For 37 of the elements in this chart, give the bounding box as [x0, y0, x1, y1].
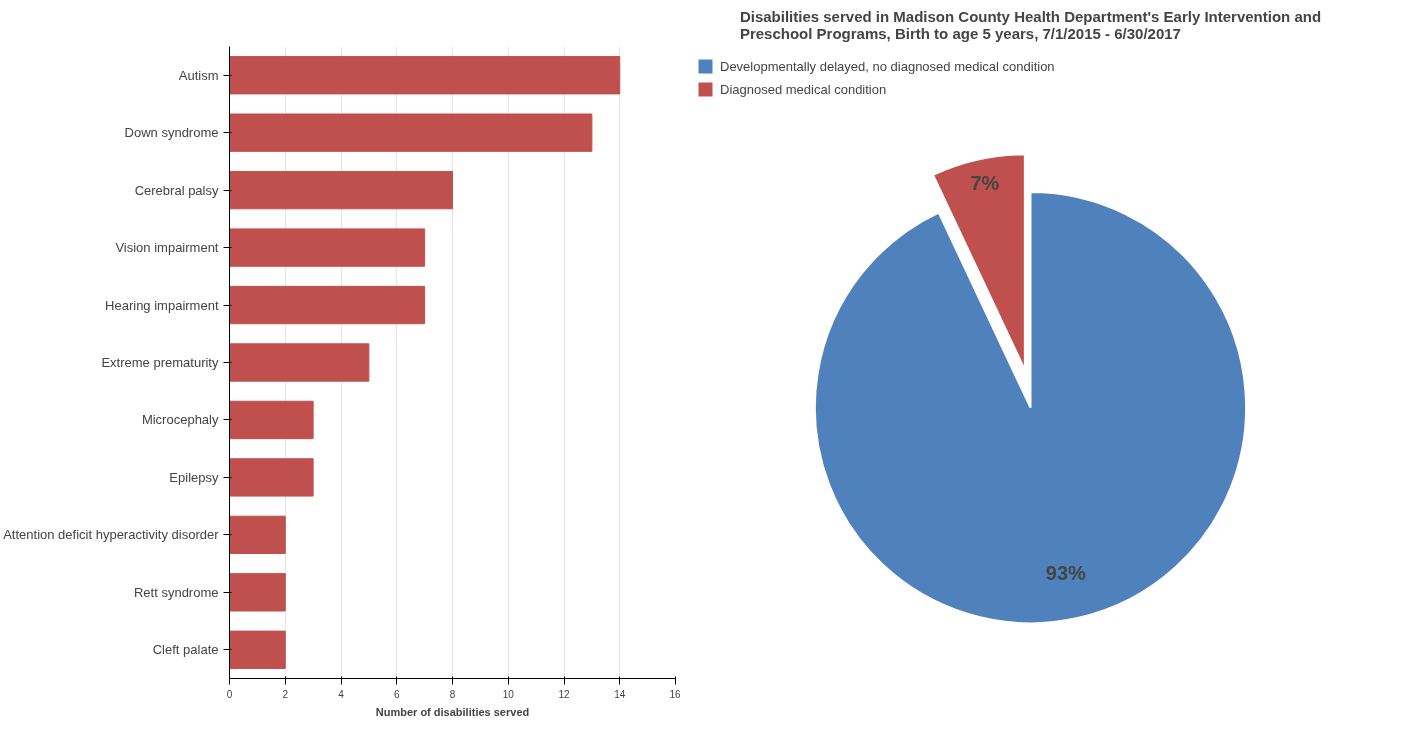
y-tick-label: Microcephaly [141, 412, 219, 428]
x-axis-title: Number of disabilities served [375, 705, 530, 718]
y-tick-label: Cerebral palsy [134, 182, 219, 198]
legend-label: Developmentally delayed, no diagnosed medical condition [720, 58, 1055, 74]
y-tick-label: Attention deficit hyperactivity disorder [3, 527, 220, 543]
x-tick-label: 4 [338, 688, 345, 700]
bar [229, 56, 621, 95]
data-label: 7% [970, 171, 1000, 194]
x-tick-label: 8 [449, 688, 456, 700]
bar [229, 228, 426, 267]
x-tick-label: 10 [502, 688, 515, 700]
bar [229, 573, 286, 612]
y-tick-label: Down syndrome [124, 125, 219, 141]
bar [229, 400, 314, 440]
y-tick-label: Epilepsy [169, 469, 219, 485]
bar [229, 515, 286, 555]
bar [229, 113, 593, 152]
y-tick-label: Extreme prematurity [101, 355, 219, 370]
x-tick-label: 14 [614, 688, 626, 700]
x-tick-label: 0 [226, 688, 233, 700]
bar [229, 458, 314, 497]
y-tick-label: Rett syndrome [133, 584, 219, 600]
y-tick-label: Hearing impairment [105, 297, 219, 313]
bar [229, 170, 453, 210]
x-tick-label: 6 [393, 688, 400, 700]
data-label: 93% [1045, 561, 1087, 584]
bar [229, 630, 286, 669]
y-tick-label: Cleft palate [152, 642, 219, 658]
y-tick-label: Autism [178, 67, 219, 83]
x-tick-label: 12 [558, 688, 570, 700]
y-tick-label: Vision impairment [115, 240, 219, 256]
x-tick-label: 16 [669, 688, 681, 700]
bar [229, 343, 370, 382]
x-tick-label: 2 [282, 688, 289, 700]
bar [229, 285, 426, 325]
legend-label: Diagnosed medical condition [720, 81, 887, 97]
chart-title: Disabilities served in Madison County Health Department's Early Intervention and Preschool Programs, Birth to age 5 years, 7/1/2015 - 6/30/2017 [739, 7, 1322, 42]
